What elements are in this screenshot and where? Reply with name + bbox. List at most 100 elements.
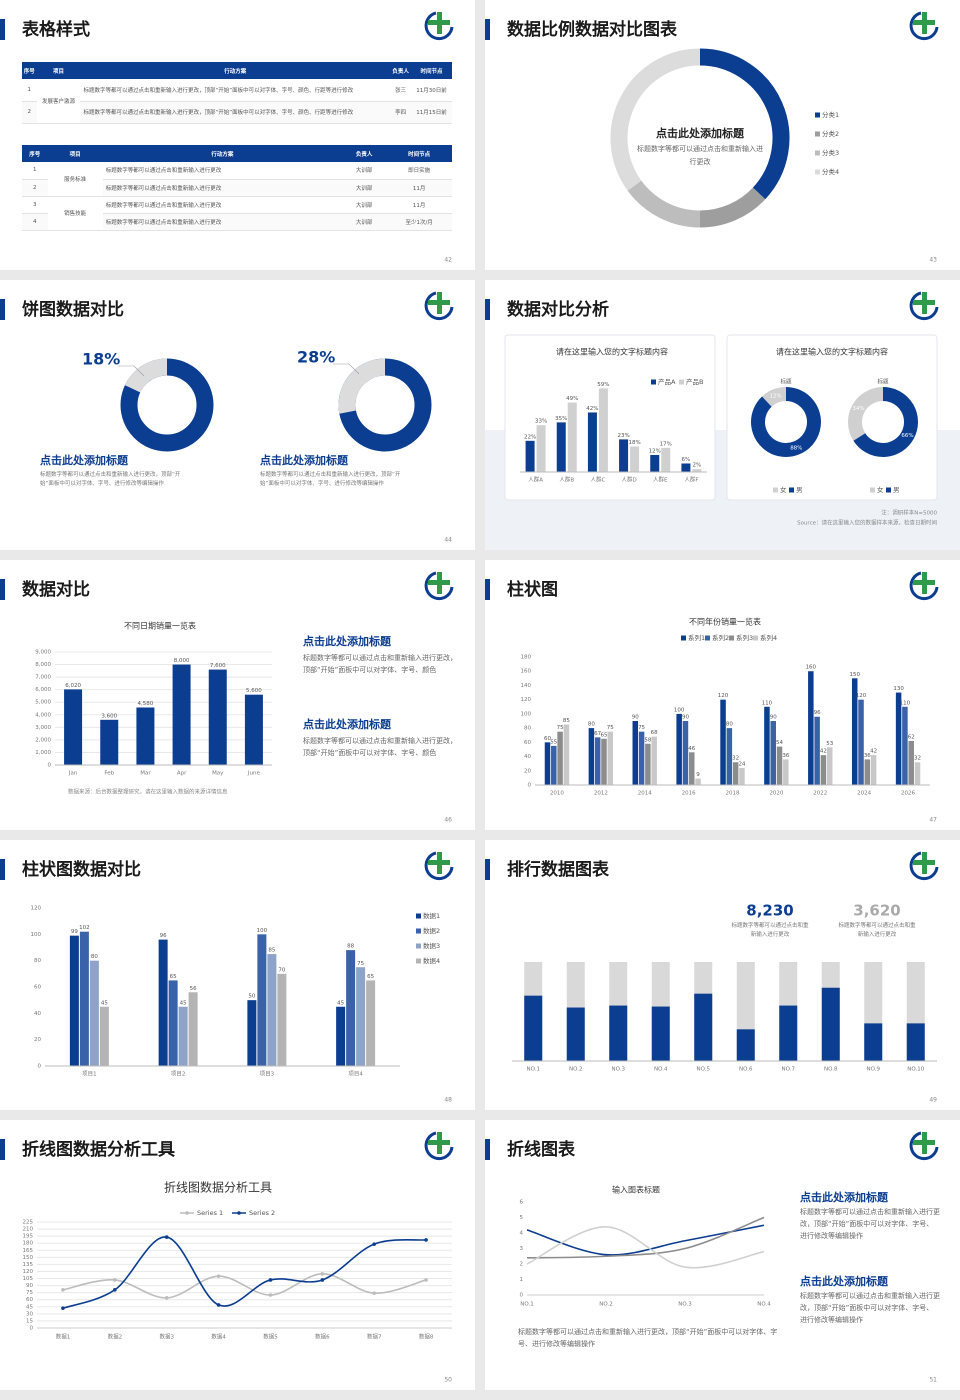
data-label: 8,000 [174, 658, 190, 664]
x-tick-label: 人群E [653, 476, 668, 484]
bar [770, 721, 776, 785]
note: 注：调研样本N=5000 [881, 509, 937, 517]
y-tick-label: 180 [521, 655, 532, 661]
x-tick-label: 数据4 [211, 1333, 226, 1341]
cell: 1 [22, 162, 48, 180]
data-label: 24 [738, 761, 745, 767]
chart-title: 不同年份销量一览表 [689, 617, 761, 627]
donut-segment [853, 387, 918, 457]
x-tick-label: 2026 [901, 791, 915, 797]
legend-swatch [651, 379, 656, 385]
y-tick-label: 5 [520, 1215, 524, 1221]
y-tick-label: 105 [23, 1276, 34, 1282]
legend-label: 男 [893, 486, 900, 494]
paragraph: 标题数字等都可以通过点击和重新输入进行更改，顶部“开始”面板中可以对字体、字号、… [518, 1328, 778, 1348]
bar [587, 412, 597, 472]
legend-label: Series 2 [249, 1209, 275, 1217]
logo-arc [909, 571, 939, 601]
cell: 大训部 [341, 162, 387, 180]
y-tick-label: 60 [26, 1297, 33, 1303]
legend-swatch [681, 635, 686, 641]
bar [638, 731, 645, 785]
x-tick-label: 2022 [813, 791, 827, 797]
x-tick-label: 项目1 [82, 1071, 97, 1078]
data-label: 7,600 [210, 663, 226, 669]
y-tick-label: 0 [38, 1064, 42, 1070]
data-label: 3,600 [101, 713, 117, 719]
bar [607, 731, 614, 785]
data-label: 70 [278, 967, 285, 973]
donut-title: 标题 [780, 378, 792, 386]
y-tick-label: 100 [31, 932, 42, 938]
page-number: 43 [929, 257, 937, 264]
title-bar [0, 19, 5, 40]
x-tick-label: 数据2 [108, 1333, 123, 1341]
bar [895, 692, 902, 785]
data-label: 59% [597, 382, 609, 388]
data-label: 18% [628, 440, 640, 446]
data-label: 5,600 [246, 688, 262, 694]
slide-title: 柱状图数据对比 [22, 859, 141, 880]
x-tick-label: 数据3 [159, 1333, 174, 1341]
page-number: 47 [929, 817, 937, 824]
slide-title: 饼图数据对比 [22, 299, 124, 320]
y-tick-label: 3,000 [35, 725, 51, 731]
y-tick-label: 225 [23, 1220, 34, 1226]
bar [356, 967, 366, 1066]
line-series [526, 1216, 765, 1259]
data-label: 33% [535, 419, 547, 425]
table-row: 1 发展客户激源 标题数字等都可以通过点击和重新输入进行更改，顶部“开始”面板中可以… [22, 79, 452, 124]
slide-title: 折线图数据分析工具 [22, 1139, 175, 1160]
y-tick-label: 15 [26, 1318, 33, 1324]
x-tick-label: NO.3 [678, 1302, 692, 1308]
bar [609, 1005, 628, 1061]
center-title: 点击此处添加标题 [656, 126, 745, 140]
line-series [62, 1273, 427, 1299]
legend-label: 产品B [686, 377, 703, 386]
bar [598, 388, 608, 472]
cell: 标题数字等都可以通过点击和重新输入进行更改 [102, 162, 342, 180]
bar [632, 721, 639, 785]
bar [619, 439, 629, 472]
bar [208, 669, 227, 765]
data-label: 130 [893, 686, 904, 692]
y-tick-label: 8,000 [35, 662, 51, 668]
data-table: 序号 项目 行动方案 负责人 时间节点 1 发展客户激源 标题数字等都可以通过点击和重新输入进… [22, 62, 452, 124]
legend-swatch [815, 150, 820, 156]
slide: 表格样式 42 序号 项目 行动方案 负责人 时间节点 1 发展客户激源 标题数字等都可以通过点击… [0, 0, 475, 270]
title-bar [0, 859, 5, 880]
y-tick-label: 1 [520, 1277, 524, 1283]
y-tick-label: 4 [520, 1231, 524, 1237]
stat-value: 8,230 [746, 902, 793, 920]
slide-title: 排行数据图表 [507, 859, 610, 880]
y-tick-label: 6,000 [35, 687, 51, 693]
x-tick-label: NO.1 [527, 1067, 540, 1073]
donut-segment [627, 180, 701, 228]
data-label: 65 [170, 974, 177, 980]
line-marker [164, 1235, 169, 1239]
chart-title: 不同日期销量一览表 [124, 621, 196, 631]
y-tick-label: 2,000 [35, 737, 51, 743]
bar [69, 935, 79, 1066]
bar [694, 993, 713, 1061]
leader-line [118, 365, 145, 377]
x-tick-label: NO.4 [654, 1067, 668, 1073]
x-tick-label: 人群B [559, 476, 574, 484]
legend-label: 产品A [658, 377, 676, 386]
data-label: 90 [632, 715, 639, 721]
slide: 折线图表 51 点击此处添加标题 点击此处添加标题 0 1 2 3 4 5 6 NO.1 NO.2 NO.… [485, 1120, 960, 1390]
item-title: 点击此处添加标题 [800, 1190, 889, 1204]
x-tick-label: 数据7 [367, 1333, 382, 1341]
data-label: 120 [718, 693, 729, 699]
slide: 数据对比 46 数据来源：后台数据整理研究，请在这里输入数据的来源详情信息 点击此处添… [0, 560, 475, 830]
data-label: 110 [762, 700, 773, 706]
legend-label: 分类3 [822, 148, 839, 157]
logo-cross-h [428, 580, 450, 585]
data-label: 53 [826, 741, 833, 747]
bar [64, 689, 83, 765]
slide-title: 折线图表 [507, 1139, 576, 1160]
legend-swatch [416, 928, 421, 934]
data-label: 90 [770, 715, 777, 721]
stat-value: 3,620 [853, 902, 900, 920]
cell: 标题数字等都可以通过点击和重新输入进行更改，顶部“开始”面板中可以对字体、字号、… [80, 101, 391, 124]
